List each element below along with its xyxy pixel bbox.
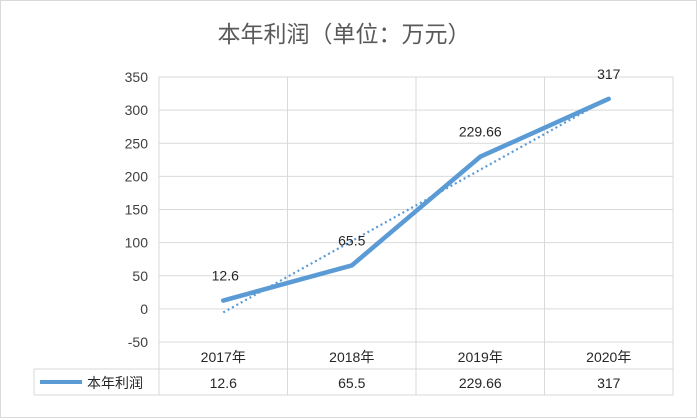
series-layer [221,96,611,314]
table-value: 65.5 [338,375,365,391]
y-tick-label: 0 [140,301,148,317]
table-value: 229.66 [459,375,502,391]
y-tick-label: 250 [125,135,149,151]
trendline [222,97,610,314]
x-tick-label: 2020年 [586,349,631,365]
y-tick-label: 150 [125,202,149,218]
data-table-grid [33,77,674,396]
x-tick-label: 2017年 [201,349,246,365]
chart-title: 本年利润（单位：万元） [218,21,471,47]
x-tick-label: 2018年 [329,349,374,365]
y-tick-label: 300 [125,102,149,118]
data-label: 229.66 [459,124,502,140]
data-table-row: 本年利润 12.6 65.5 229.66 317 [40,375,621,391]
series-line [221,96,611,303]
legend-label: 本年利润 [87,375,143,391]
y-tick-label: -50 [128,334,148,350]
data-labels: 12.6 65.5 229.66 317 [212,66,621,284]
y-tick-label: 200 [125,168,149,184]
table-value: 317 [597,375,621,391]
y-tick-label: 100 [125,235,149,251]
table-value: 12.6 [210,375,237,391]
data-label: 12.6 [212,268,239,284]
data-label: 65.5 [338,232,365,248]
data-table-header: 2017年 2018年 2019年 2020年 [201,349,632,365]
y-tick-label: 350 [125,69,149,85]
x-tick-label: 2019年 [458,349,503,365]
data-label: 317 [597,66,621,82]
y-tick-label: 50 [132,268,148,284]
y-axis-tick-labels: 350 300 250 200 150 100 50 0 -50 [125,69,149,350]
